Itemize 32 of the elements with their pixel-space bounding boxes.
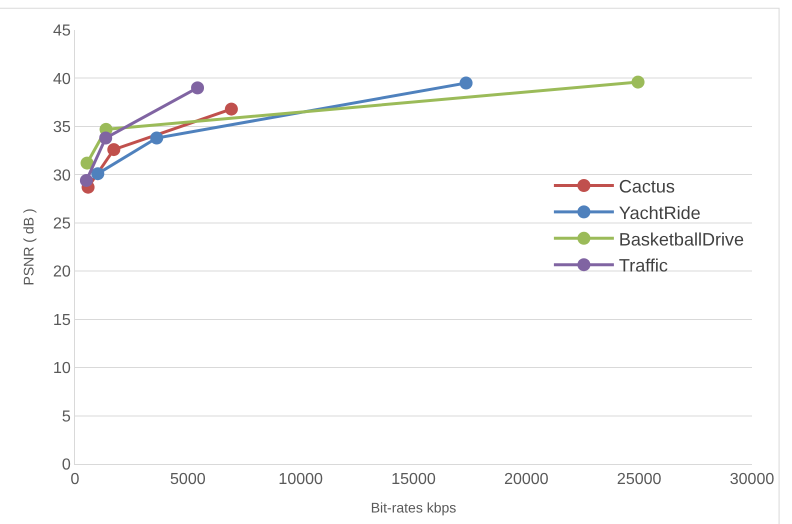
point [91, 167, 104, 180]
y-tick-label: 5 [62, 408, 71, 426]
x-tick-label: 30000 [730, 471, 774, 488]
x-tick-label: 15000 [391, 471, 436, 488]
x-tick-label: 25000 [616, 471, 662, 488]
x-tick-label: 5000 [170, 471, 206, 488]
y-tick-label: 35 [53, 119, 71, 136]
point [107, 143, 120, 156]
x-tick-label: 10000 [278, 471, 324, 488]
legend-label: YachtRide [618, 202, 701, 223]
legend-label: Traffic [618, 256, 668, 276]
y-tick-label: 20 [53, 264, 71, 281]
point [191, 81, 204, 94]
legend-label: BasketballDrive [618, 229, 744, 250]
point [99, 132, 112, 145]
y-tick-label: 30 [53, 167, 71, 184]
point [460, 76, 473, 90]
x-tick-label: 20000 [504, 471, 549, 488]
x-axis-title: Bit-rates kbps [370, 500, 456, 516]
legend-label: Cactus [618, 176, 675, 197]
y-tick-label: 0 [62, 456, 71, 474]
y-tick-label: 45 [53, 22, 71, 40]
y-tick-label: 25 [53, 215, 71, 232]
point [224, 102, 238, 116]
y-tick-label: 15 [53, 312, 71, 329]
point [80, 156, 94, 170]
y-tick-label: 10 [53, 360, 71, 378]
point [80, 174, 93, 187]
point [632, 76, 645, 89]
point [150, 132, 164, 145]
y-axis-title: PSNR ( dB ) [20, 208, 37, 286]
y-tick-label: 40 [53, 70, 71, 88]
